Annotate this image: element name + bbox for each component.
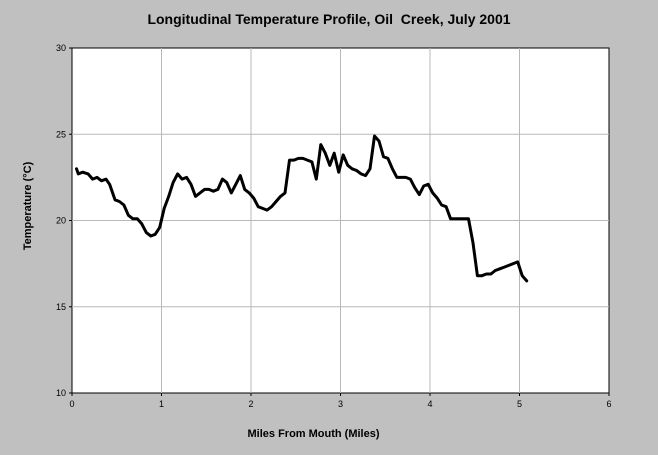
- y-axis-label: Temperature (°C): [22, 161, 34, 251]
- y-tick-label: 10: [56, 388, 66, 398]
- x-tick-label: 1: [159, 399, 164, 409]
- series-layer: [75, 134, 529, 283]
- x-tick-label: 5: [517, 399, 522, 409]
- axis-ticks: 0 1 2 3 4 5 6 10 15 20 25 30: [56, 43, 612, 409]
- x-tick-label: 0: [69, 399, 74, 409]
- x-axis-label: Miles From Mouth (Miles): [247, 428, 380, 440]
- y-tick-label: 25: [56, 129, 66, 139]
- y-tick-label: 20: [56, 216, 66, 226]
- chart-title: Longitudinal Temperature Profile, Oil Cr…: [147, 11, 511, 27]
- y-tick-label: 15: [56, 302, 66, 312]
- x-tick-label: 2: [248, 399, 253, 409]
- x-tick-label: 3: [338, 399, 343, 409]
- series-line: [75, 134, 529, 283]
- x-tick-label: 4: [427, 399, 432, 409]
- x-tick-label: 6: [606, 399, 611, 409]
- y-tick-label: 30: [56, 43, 66, 53]
